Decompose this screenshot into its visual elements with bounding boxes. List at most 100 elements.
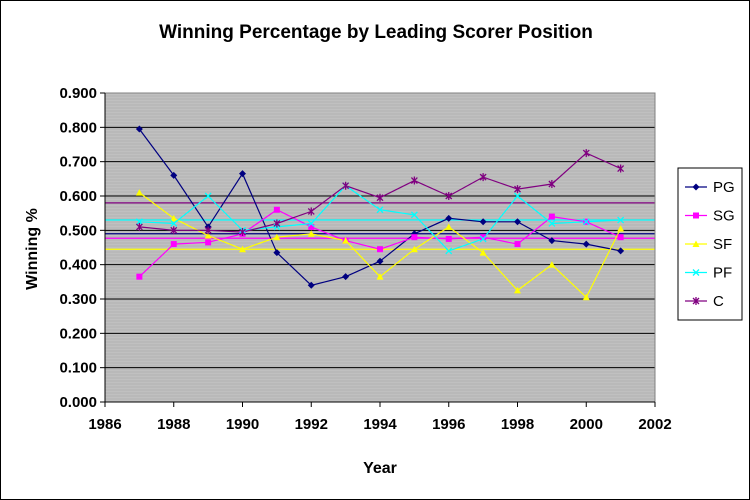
x-tick-label: 2002 bbox=[638, 416, 671, 433]
data-point-c bbox=[410, 176, 418, 185]
x-tick-label: 2000 bbox=[570, 416, 603, 433]
legend-label-sg: SG bbox=[713, 208, 735, 225]
data-point-pf bbox=[514, 192, 521, 200]
y-axis-title: Winning % bbox=[24, 208, 41, 290]
data-point-pf bbox=[410, 211, 418, 219]
legend-label-sf: SF bbox=[713, 236, 732, 253]
data-point-c bbox=[135, 222, 143, 231]
data-point-sf bbox=[445, 223, 453, 230]
data-point-c bbox=[239, 228, 246, 237]
data-point-pf bbox=[445, 247, 453, 255]
data-point-sg bbox=[617, 234, 624, 241]
data-point-pg bbox=[582, 240, 590, 248]
data-point-sf bbox=[548, 261, 556, 268]
data-point-c bbox=[514, 185, 521, 194]
data-point-sf bbox=[582, 293, 590, 301]
series-markers bbox=[135, 125, 625, 301]
legend-label-pg: PG bbox=[713, 179, 735, 196]
y-tick-label: 0.200 bbox=[59, 325, 97, 342]
data-point-sg bbox=[377, 246, 383, 253]
data-point-sg bbox=[411, 234, 418, 241]
data-point-pf bbox=[376, 206, 384, 214]
data-point-pg bbox=[307, 281, 315, 289]
plot-texture bbox=[105, 95, 655, 400]
x-tick-label: 1998 bbox=[501, 416, 534, 433]
y-tick-label: 0.800 bbox=[59, 119, 97, 136]
data-point-sg bbox=[308, 223, 315, 230]
data-point-pg bbox=[445, 214, 453, 222]
data-point-sf bbox=[376, 273, 384, 280]
average-lines bbox=[105, 202, 655, 250]
legend-marker-pf bbox=[692, 269, 700, 276]
data-point-sf bbox=[307, 230, 315, 237]
data-point-c bbox=[342, 181, 350, 190]
data-point-pg bbox=[170, 171, 178, 179]
data-point-pf bbox=[582, 218, 590, 226]
y-tick-label: 0.300 bbox=[59, 291, 97, 308]
data-point-sg bbox=[445, 235, 452, 242]
data-point-sf bbox=[617, 225, 625, 232]
data-point-pf bbox=[135, 218, 143, 226]
x-axis-tick-labels: 1986 1988 1990 1992 1994 1996 1998 2000 2002 bbox=[88, 416, 671, 433]
data-point-pf bbox=[617, 216, 625, 224]
data-point-c bbox=[376, 193, 384, 202]
legend-label-pf: PF bbox=[713, 265, 732, 282]
legend: PG SG SF PF C bbox=[677, 167, 743, 321]
data-point-c bbox=[273, 219, 281, 228]
data-point-pg bbox=[376, 257, 384, 265]
data-point-c bbox=[617, 164, 625, 173]
plot-area bbox=[104, 92, 656, 403]
data-point-sg bbox=[205, 239, 212, 246]
data-point-sg bbox=[136, 273, 143, 280]
data-point-pf bbox=[548, 220, 556, 227]
data-point-sf bbox=[342, 237, 350, 244]
data-point-pf bbox=[307, 220, 315, 227]
legend-marker-c bbox=[692, 297, 700, 305]
data-point-c bbox=[548, 179, 556, 188]
x-tick-label: 1992 bbox=[295, 416, 328, 433]
x-tick-label: 1986 bbox=[88, 416, 121, 433]
data-point-sf bbox=[204, 231, 212, 239]
data-point-c bbox=[204, 226, 212, 235]
y-tick-label: 0.500 bbox=[59, 222, 97, 239]
data-point-sf bbox=[170, 214, 178, 222]
data-point-sg bbox=[273, 206, 280, 213]
x-tick-label: 1990 bbox=[226, 416, 259, 433]
legend-marker-pg bbox=[692, 183, 700, 191]
data-point-pg bbox=[273, 249, 281, 257]
data-point-pg bbox=[479, 218, 487, 226]
data-point-pf bbox=[479, 235, 487, 243]
data-point-sf bbox=[273, 233, 281, 241]
data-point-pg bbox=[548, 237, 556, 245]
data-point-c bbox=[170, 226, 178, 235]
data-point-c bbox=[582, 149, 590, 158]
data-point-pg bbox=[342, 273, 350, 281]
y-tick-label: 0.900 bbox=[59, 85, 97, 102]
data-point-pg bbox=[617, 247, 625, 255]
x-tick-label: 1988 bbox=[157, 416, 190, 433]
data-point-sg bbox=[514, 241, 521, 248]
data-point-c bbox=[445, 192, 453, 200]
data-point-sf bbox=[514, 286, 521, 294]
legend-items: PG SG SF PF C bbox=[685, 179, 735, 310]
data-point-c bbox=[307, 207, 315, 216]
data-point-sf bbox=[135, 189, 143, 196]
data-point-sf bbox=[410, 245, 418, 253]
y-tick-label: 0.100 bbox=[59, 360, 97, 377]
data-point-sf bbox=[239, 245, 246, 253]
y-tick-label: 0.000 bbox=[59, 394, 97, 411]
chart-title: Winning Percentage by Leading Scorer Pos… bbox=[159, 22, 593, 43]
y-tick-label: 0.600 bbox=[59, 188, 97, 205]
x-axis-title: Year bbox=[363, 460, 397, 477]
legend-label-c: C bbox=[713, 293, 724, 310]
legend-marker-sg bbox=[693, 212, 699, 219]
data-point-sg bbox=[548, 213, 555, 220]
data-point-pg bbox=[135, 125, 143, 133]
data-point-pf bbox=[170, 220, 178, 227]
data-point-pg bbox=[514, 218, 521, 226]
y-tick-label: 0.700 bbox=[59, 154, 97, 171]
data-point-sg bbox=[480, 234, 487, 241]
x-tick-label: 1996 bbox=[432, 416, 465, 433]
